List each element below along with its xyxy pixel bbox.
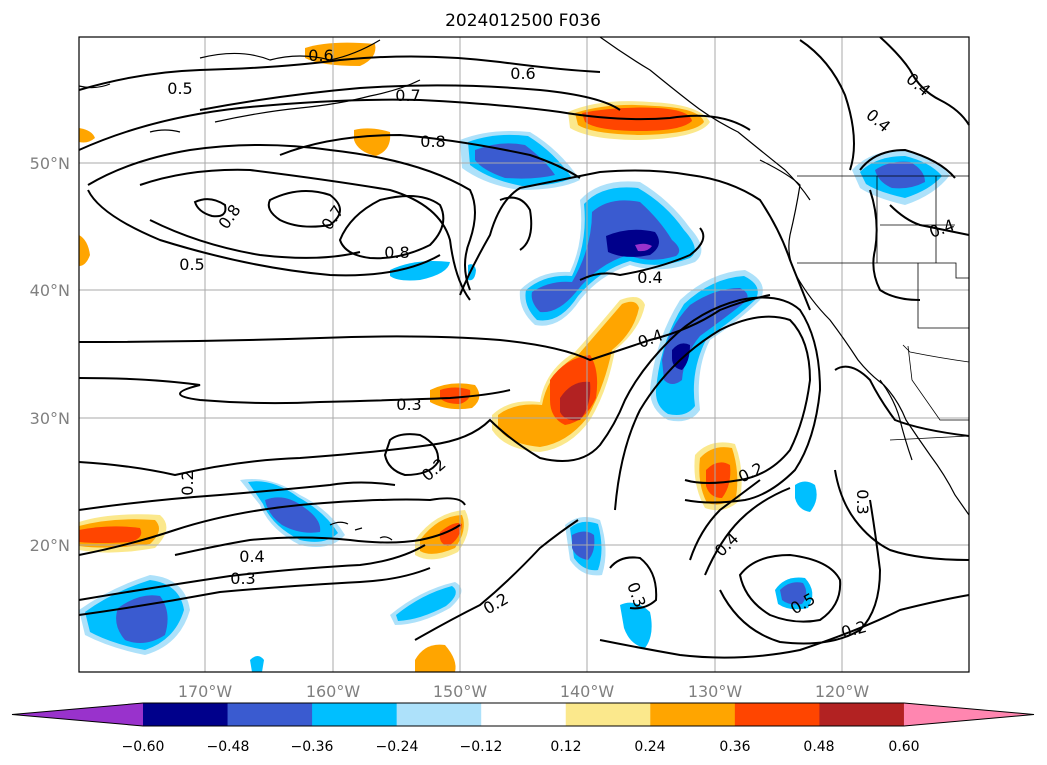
lat-label: 50°N — [30, 154, 70, 173]
colorbar-segment — [227, 703, 313, 726]
lon-label: 160°W — [306, 682, 361, 701]
colorbar-tick-labels: −0.60 −0.48 −0.36 −0.24 −0.12 0.12 0.24 … — [122, 739, 920, 755]
map-frame — [78, 36, 970, 673]
lon-label: 130°W — [688, 682, 743, 701]
colorbar-segment — [481, 703, 567, 726]
colorbar-tick-label: 0.24 — [634, 739, 665, 755]
lon-label: 150°W — [433, 682, 488, 701]
contour-label: 0.4 — [239, 547, 264, 566]
colorbar-segment — [312, 703, 398, 726]
contour-label: 0.3 — [396, 395, 421, 414]
colorbar-segment — [650, 703, 736, 726]
colorbar-tick-label: −0.48 — [207, 739, 250, 755]
colorbar-tick-label: 0.36 — [719, 739, 750, 755]
positive-anomaly-aleutian — [305, 42, 391, 156]
lon-label: 120°W — [815, 682, 870, 701]
colorbar-segment — [143, 703, 229, 726]
contour-label: 0.2 — [178, 470, 197, 495]
colorbar-tick-label: −0.60 — [122, 739, 165, 755]
contours — [78, 36, 970, 659]
contour-label: 0.8 — [420, 132, 445, 151]
colorbar-segment — [565, 703, 651, 726]
coastlines — [78, 36, 970, 541]
lat-label: 30°N — [30, 409, 70, 428]
colorbar-tick-label: 0.12 — [550, 739, 581, 755]
political-borders — [797, 175, 970, 441]
lat-label: 40°N — [30, 281, 70, 300]
colorbar-segment — [734, 703, 820, 726]
contour-label: 0.4 — [637, 268, 662, 287]
colorbar-tick-label: −0.12 — [460, 739, 503, 755]
lon-label: 140°W — [560, 682, 615, 701]
figure-title: 2024012500 F036 — [445, 11, 601, 31]
contour-label: 0.7 — [395, 86, 420, 105]
latitude-labels: 50°N 40°N 30°N 20°N — [30, 154, 70, 555]
contour-label: 0.3 — [853, 489, 872, 514]
colorbar-extend-max — [903, 703, 1034, 726]
colorbar-tick-label: −0.36 — [291, 739, 334, 755]
colorbar: −0.60 −0.48 −0.36 −0.24 −0.12 0.12 0.24 … — [11, 702, 1035, 755]
map-panel: 0.6 0.6 0.5 0.7 0.8 0.8 0.7 0.8 0.5 0.4 … — [78, 36, 970, 673]
positive-anomaly-central — [430, 296, 645, 452]
colorbar-segments — [11, 702, 1035, 727]
colorbar-tick-label: 0.48 — [803, 739, 834, 755]
contour-label: 0.6 — [510, 64, 535, 83]
colorbar-segment — [396, 703, 482, 726]
contour-label: 0.6 — [308, 46, 333, 65]
graticule — [79, 37, 969, 672]
lon-label: 170°W — [178, 682, 233, 701]
contour-label: 0.8 — [384, 243, 409, 262]
contour-label: 0.5 — [179, 255, 204, 274]
colorbar-segment — [819, 703, 905, 726]
colorbar-outline — [11, 702, 1035, 727]
negative-anomaly-east — [650, 150, 950, 610]
contour-label: 0.3 — [230, 569, 255, 588]
contour-label: 0.5 — [167, 79, 192, 98]
lat-label: 20°N — [30, 536, 70, 555]
colorbar-tick-label: 0.60 — [888, 739, 919, 755]
positive-anomaly-south — [79, 128, 742, 672]
longitude-labels: 170°W 160°W 150°W 140°W 130°W 120°W — [178, 682, 870, 701]
colorbar-tick-label: −0.24 — [376, 739, 419, 755]
colorbar-extend-min — [12, 703, 143, 726]
